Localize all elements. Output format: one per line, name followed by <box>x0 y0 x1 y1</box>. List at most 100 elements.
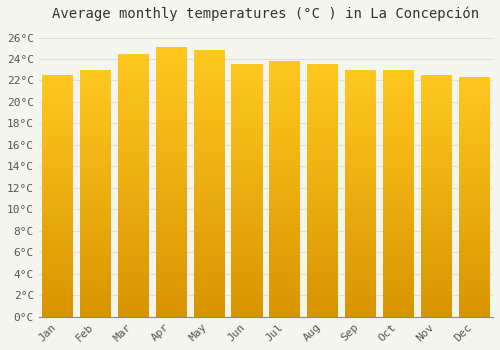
Bar <box>118 204 149 206</box>
Bar <box>307 125 338 127</box>
Bar <box>307 150 338 153</box>
Bar <box>42 104 74 106</box>
Bar <box>80 260 111 262</box>
Bar <box>156 112 187 114</box>
Bar <box>156 63 187 66</box>
Bar <box>194 194 224 197</box>
Bar <box>421 148 452 150</box>
Bar <box>118 80 149 83</box>
Bar <box>307 254 338 256</box>
Bar <box>118 67 149 69</box>
Bar <box>270 296 300 299</box>
Bar <box>118 109 149 112</box>
Bar <box>421 273 452 276</box>
Bar <box>232 153 262 155</box>
Bar <box>345 117 376 119</box>
Bar <box>307 158 338 160</box>
Bar <box>194 293 224 295</box>
Bar <box>156 128 187 131</box>
Bar <box>118 98 149 101</box>
Bar <box>80 154 111 156</box>
Bar <box>194 290 224 293</box>
Bar <box>118 88 149 91</box>
Bar <box>232 72 262 75</box>
Bar <box>421 99 452 102</box>
Bar <box>383 238 414 240</box>
Bar <box>383 295 414 297</box>
Bar <box>345 77 376 80</box>
Bar <box>345 198 376 201</box>
Bar <box>194 173 224 176</box>
Bar <box>345 233 376 235</box>
Bar <box>383 171 414 174</box>
Bar <box>80 129 111 132</box>
Bar <box>270 194 300 197</box>
Bar <box>307 178 338 181</box>
Bar <box>383 99 414 102</box>
Bar <box>42 302 74 305</box>
Bar <box>42 191 74 194</box>
Bar <box>270 143 300 146</box>
Bar <box>458 283 490 286</box>
Bar <box>345 176 376 178</box>
Bar <box>232 302 262 304</box>
Bar <box>270 230 300 232</box>
Bar <box>458 223 490 226</box>
Bar <box>118 85 149 88</box>
Bar <box>156 212 187 214</box>
Bar <box>232 165 262 168</box>
Bar <box>345 201 376 203</box>
Bar <box>194 69 224 72</box>
Bar <box>156 209 187 212</box>
Bar <box>270 163 300 166</box>
Bar <box>307 307 338 309</box>
Bar <box>194 170 224 173</box>
Bar <box>118 240 149 243</box>
Bar <box>383 228 414 230</box>
Bar <box>42 198 74 201</box>
Bar <box>80 151 111 154</box>
Bar <box>42 290 74 293</box>
Bar <box>118 209 149 211</box>
Bar <box>307 135 338 138</box>
Bar <box>232 312 262 314</box>
Bar <box>80 238 111 240</box>
Bar <box>383 169 414 171</box>
Bar <box>458 87 490 89</box>
Bar <box>42 179 74 181</box>
Bar <box>42 94 74 97</box>
Bar <box>156 85 187 88</box>
Bar <box>270 250 300 253</box>
Bar <box>383 149 414 151</box>
Bar <box>194 133 224 136</box>
Bar <box>270 307 300 309</box>
Bar <box>270 135 300 138</box>
Bar <box>156 252 187 255</box>
Bar <box>118 91 149 93</box>
Bar <box>421 160 452 162</box>
Bar <box>458 204 490 206</box>
Bar <box>80 132 111 134</box>
Bar <box>118 211 149 214</box>
Bar <box>307 211 338 213</box>
Bar <box>232 79 262 82</box>
Bar <box>80 149 111 151</box>
Bar <box>458 302 490 305</box>
Bar <box>232 125 262 127</box>
Bar <box>232 64 262 67</box>
Bar <box>156 152 187 155</box>
Bar <box>118 296 149 299</box>
Bar <box>232 203 262 206</box>
Bar <box>232 248 262 251</box>
Bar <box>270 102 300 105</box>
Bar <box>345 270 376 272</box>
Bar <box>307 143 338 145</box>
Bar <box>42 135 74 138</box>
Bar <box>270 191 300 194</box>
Bar <box>80 169 111 171</box>
Bar <box>118 56 149 59</box>
Bar <box>307 289 338 292</box>
Bar <box>156 77 187 79</box>
Bar <box>458 228 490 231</box>
Bar <box>421 232 452 234</box>
